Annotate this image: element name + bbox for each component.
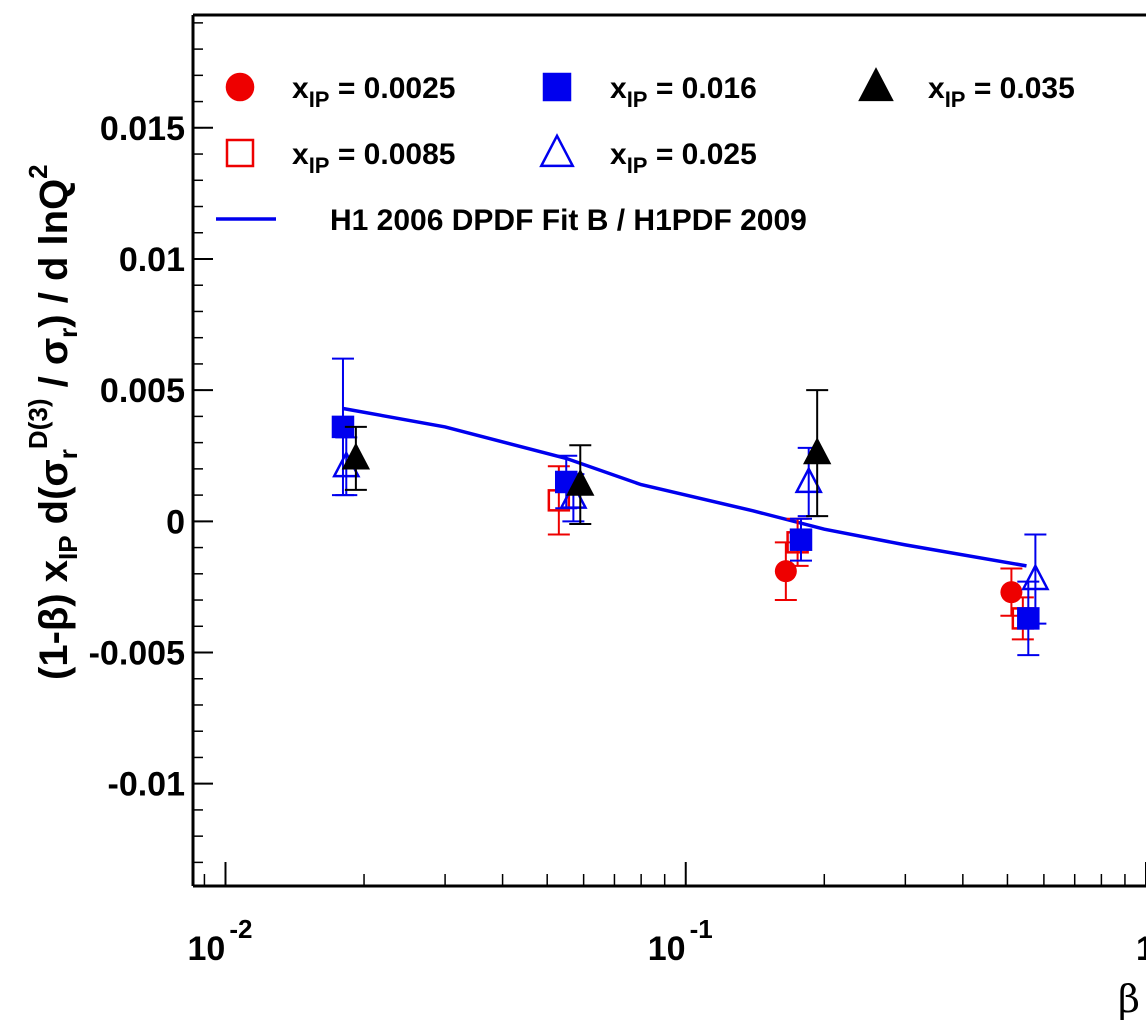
data-points-layer [331, 357, 1050, 657]
legend-label: xIP = 0.025 [610, 138, 757, 178]
series-group [332, 436, 1050, 625]
legend-marker [539, 133, 575, 168]
legend: xIP = 0.0025 xIP = 0.0085 xIP = 0.016 xIP =… [216, 67, 1075, 237]
legend-label: xIP = 0.035 [928, 72, 1075, 112]
legend-label: xIP = 0.0085 [292, 138, 455, 178]
fit-curve-line [342, 406, 1027, 568]
x-tick-label: 1 [1136, 930, 1146, 968]
x-axis-title: β [1118, 977, 1140, 1021]
data-point [341, 442, 371, 470]
y-axis-title: (1-β) xIP d(σrD(3) / σr) / d lnQ2 [23, 164, 83, 680]
data-point [1021, 563, 1050, 591]
y-tick-label: 0.01 [119, 241, 185, 279]
y-axis-title-group: (1-β) xIP d(σrD(3) / σr) / d lnQ2 [23, 164, 83, 680]
x-tick-label: 10-1 [648, 914, 713, 968]
axis-ticks: 0.015 0.01 0.005 0 -0.005 -0.01 10-2 10-1 1 [89, 22, 1146, 968]
y-tick-label: -0.005 [89, 635, 185, 673]
y-tick-label: 0.015 [100, 110, 185, 148]
data-point [803, 437, 832, 465]
legend-marker [858, 67, 894, 102]
data-point [789, 528, 813, 551]
legend-marker [225, 72, 255, 102]
legend-label: xIP = 0.0025 [292, 72, 455, 112]
data-point [566, 468, 595, 496]
y-tick-label: 0.005 [100, 372, 185, 410]
series-group [331, 357, 1040, 657]
x-axis-title-group: β [1118, 977, 1140, 1021]
data-point [774, 560, 797, 583]
legend-marker [225, 138, 255, 168]
y-tick-label: -0.01 [108, 766, 186, 804]
data-point [794, 466, 823, 494]
series-group [774, 541, 1023, 617]
plot-frame [191, 13, 1146, 888]
data-point [1000, 581, 1023, 604]
legend-label: xIP = 0.016 [610, 72, 757, 112]
legend-curve-label: H1 2006 DPDF Fit B / H1PDF 2009 [330, 204, 807, 237]
series-group [341, 389, 832, 525]
legend-marker [542, 72, 572, 102]
y-tick-label: 0 [166, 503, 185, 541]
fit-curve-layer [342, 406, 1027, 568]
x-tick-label: 10-2 [187, 914, 252, 968]
